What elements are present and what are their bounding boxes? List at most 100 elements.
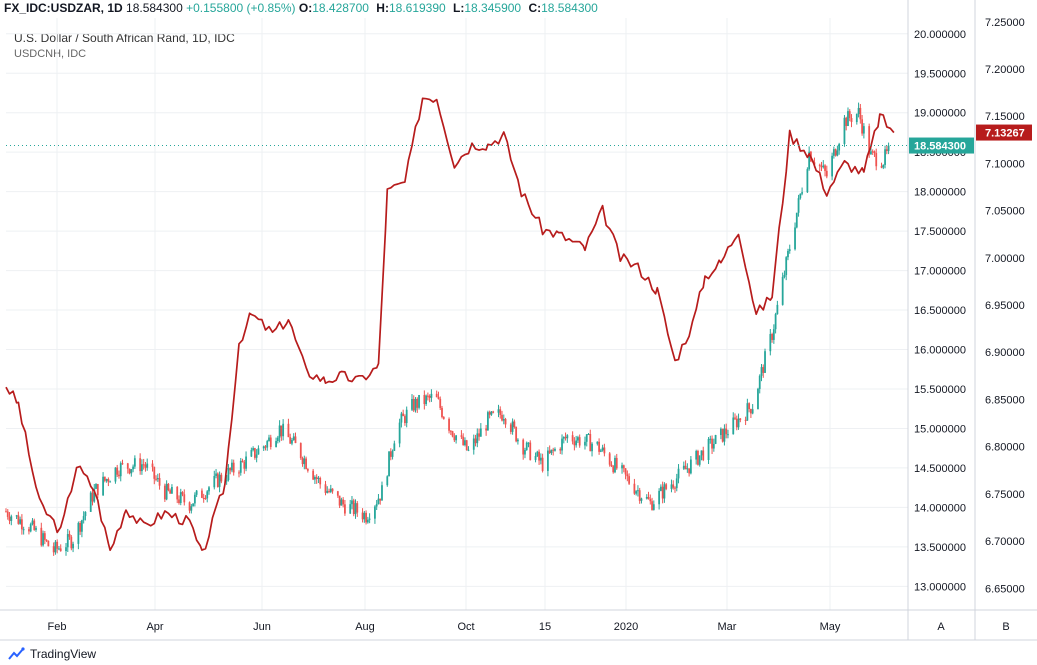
candle-body xyxy=(206,491,209,499)
candle-body xyxy=(146,463,149,468)
candle-body xyxy=(278,425,281,438)
candle-body xyxy=(479,428,482,437)
candle-body xyxy=(213,476,216,488)
candle-body xyxy=(490,411,493,415)
candle-body xyxy=(121,463,124,465)
candle-body xyxy=(418,394,420,408)
candle-body xyxy=(107,479,110,482)
y-tick-label-right: 7.15000 xyxy=(985,111,1025,123)
candle-body xyxy=(460,435,463,437)
candle-body xyxy=(428,395,431,398)
candle-body xyxy=(764,351,766,373)
candle-body xyxy=(548,450,551,454)
candle-body xyxy=(45,539,48,541)
candle-body xyxy=(797,198,800,213)
candle-body xyxy=(626,474,629,477)
y-tick-label-right: 6.75000 xyxy=(985,489,1025,501)
candle-body xyxy=(133,458,136,467)
candle-body xyxy=(871,151,874,153)
candle-body xyxy=(425,395,428,405)
candle-body xyxy=(208,487,210,492)
candle-body xyxy=(472,438,475,450)
open-label: O: xyxy=(298,1,313,15)
candle-body xyxy=(596,441,599,444)
y-tick-label-right: 7.10000 xyxy=(985,158,1025,170)
candle-body xyxy=(31,520,34,525)
candle-body xyxy=(202,497,205,499)
x-tick-label: Feb xyxy=(48,621,67,633)
candle-body xyxy=(873,151,876,154)
y-tick-label-right: 6.95000 xyxy=(985,300,1025,312)
candle-body xyxy=(220,474,223,482)
candle-body xyxy=(195,490,198,495)
candle-body xyxy=(832,149,835,156)
candle-body xyxy=(612,466,615,473)
candle-body xyxy=(326,490,329,493)
candle-body xyxy=(538,451,540,461)
candle-body xyxy=(513,421,516,428)
candle-body xyxy=(700,450,703,456)
candle-body xyxy=(511,421,514,432)
candle-body xyxy=(144,464,147,468)
candle-body xyxy=(651,501,653,510)
x-tick-label: 15 xyxy=(539,621,551,633)
candle-body xyxy=(734,417,736,419)
candle-body xyxy=(229,467,232,471)
x-tick-label: Jun xyxy=(253,621,271,633)
candle-body xyxy=(488,412,491,415)
candle-body xyxy=(59,548,62,552)
candle-body xyxy=(19,519,22,524)
candle-body xyxy=(375,504,378,507)
candle-body xyxy=(91,492,94,502)
candle-body xyxy=(744,419,747,421)
candle-body xyxy=(153,466,156,479)
candle-body xyxy=(714,435,717,444)
candle-body xyxy=(70,536,73,549)
candle-body xyxy=(455,435,458,441)
candle-body xyxy=(684,465,687,470)
candle-body xyxy=(365,512,367,523)
candle-body xyxy=(571,435,574,442)
candle-body xyxy=(824,165,826,171)
candle-body xyxy=(885,149,888,152)
candle-body xyxy=(58,548,60,550)
candle-body xyxy=(575,440,578,446)
candle-body xyxy=(181,492,184,495)
candle-body xyxy=(287,423,290,438)
candle-body xyxy=(647,497,650,500)
candle-body xyxy=(299,443,302,459)
candle-body xyxy=(155,478,157,480)
candle-body xyxy=(435,393,438,398)
candle-body xyxy=(599,450,602,452)
y-tick-label-right: 7.00000 xyxy=(985,253,1025,265)
tradingview-brand[interactable]: TradingView xyxy=(8,647,96,661)
candle-body xyxy=(416,398,419,408)
candle-body xyxy=(589,434,592,452)
candle-body xyxy=(227,467,230,481)
candle-body xyxy=(801,192,803,194)
candle-body xyxy=(163,485,166,500)
candle-body xyxy=(42,533,44,546)
candle-body xyxy=(176,487,179,500)
candle-body xyxy=(719,428,722,436)
candle-body xyxy=(128,468,131,474)
candle-body xyxy=(850,118,853,123)
candle-body xyxy=(215,473,217,477)
tradingview-logo-icon xyxy=(8,647,25,660)
y-tick-label-left: 20.000000 xyxy=(914,29,966,41)
candle-body xyxy=(709,438,712,440)
candle-body xyxy=(426,395,429,397)
candle-body xyxy=(868,126,871,155)
candle-body xyxy=(349,504,352,514)
candle-body xyxy=(216,473,219,487)
candle-body xyxy=(825,170,828,177)
candle-body xyxy=(462,436,465,446)
candle-body xyxy=(93,488,96,502)
candle-body xyxy=(492,411,495,413)
candle-body xyxy=(637,490,639,492)
candle-body xyxy=(486,412,489,431)
candle-body xyxy=(142,464,145,466)
candle-body xyxy=(509,424,512,432)
candle-body xyxy=(442,417,445,419)
